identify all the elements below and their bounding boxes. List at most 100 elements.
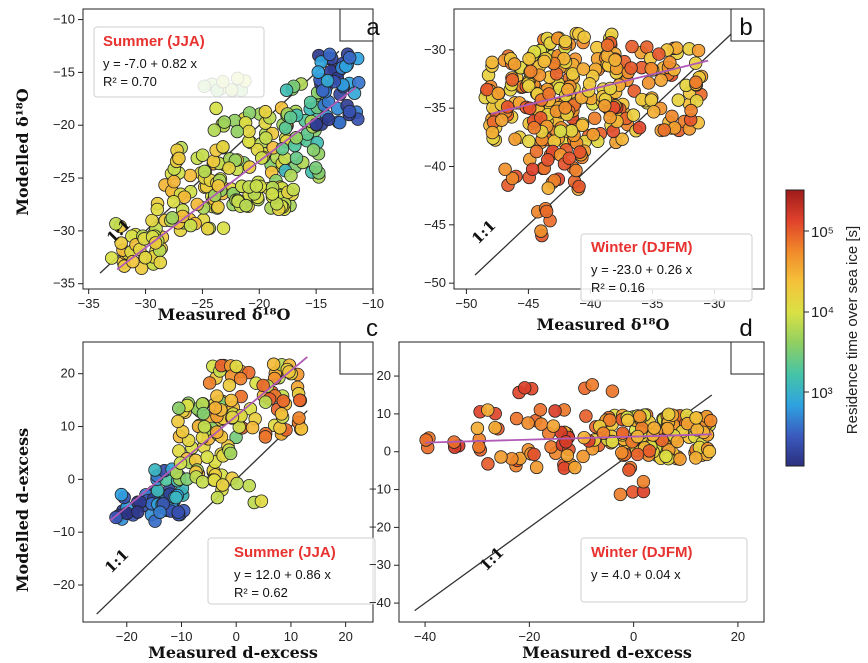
data-point [211,179,226,193]
y-tick-label: −15 [53,64,75,79]
panel-c-xlabel: Measured d-excess [148,643,318,662]
data-point [311,65,325,79]
data-point [615,445,629,460]
one-to-one-line [96,410,308,615]
data-point [573,145,587,159]
data-point [600,38,615,52]
data-point [259,131,273,145]
panel-b-xlabel: Measured δ¹⁸O [537,315,670,334]
data-point [322,47,337,62]
data-point [138,251,153,265]
data-point [670,434,685,449]
colorbar-label: Residence time over sea ice [s] [844,226,861,434]
data-point [598,99,612,113]
panel-c-legend-equation: y = 12.0 + 0.86 x [234,567,331,582]
y-tick-label: 0 [384,444,391,459]
data-point [689,411,703,425]
data-point [208,401,223,415]
data-point [485,125,500,140]
data-point [495,113,509,127]
data-point [541,153,555,167]
data-point [210,389,224,403]
data-point [306,143,321,157]
y-tick-label: 20 [61,366,75,381]
data-point [195,430,210,445]
data-point [569,163,583,178]
data-point [210,490,225,505]
y-tick-label: −25 [53,170,75,185]
data-point [230,124,244,139]
y-tick-label: −10 [53,12,75,27]
data-point [222,378,237,392]
data-point [342,51,357,65]
x-tick-label: 10 [284,629,298,644]
data-point [518,381,532,395]
x-tick-label: −25 [191,296,213,311]
data-point [150,483,165,498]
legend-box [580,537,748,603]
data-point [633,409,647,424]
data-point [172,151,186,166]
x-tick-label: −45 [517,296,539,311]
data-point [224,393,238,408]
data-point [274,407,289,421]
legend-box [207,537,376,605]
data-point [342,104,357,119]
data-point [684,103,698,118]
x-tick-label: −20 [518,629,540,644]
regression-line [490,59,709,115]
panel-a-xlabel: Measured δ¹⁸O [158,305,291,324]
data-point [541,181,555,195]
data-point [559,435,573,449]
data-point [233,371,248,386]
data-point [689,75,703,89]
x-tick-label: −40 [414,629,436,644]
y-tick-label: −20 [53,117,75,132]
data-point [608,53,622,67]
data-point [470,421,485,435]
data-point [105,251,119,265]
data-point [209,101,223,116]
panel-a-letter: a [366,14,380,41]
data-point [494,450,508,464]
panel-b: Measured δ¹⁸O 1:1 b Winter (DJFM) y = -2… [468,14,753,334]
data-point [258,430,273,444]
panel-d-legend-equation: y = 4.0 + 0.04 x [591,567,681,582]
data-point [646,105,661,119]
data-point [172,401,186,415]
data-point [505,171,520,186]
data-point [524,64,538,79]
data-point [691,43,706,58]
data-point [230,476,244,491]
x-tick-label: 0 [630,629,637,644]
data-point [114,236,128,250]
x-tick-label: −50 [455,296,477,311]
data-point [576,62,590,76]
data-point [303,95,318,110]
panel-a-legend-title: Summer (JJA) [103,33,205,50]
panel-letter-box [730,8,765,42]
data-point [148,463,162,477]
data-point [165,211,180,225]
colorbar-tick-1e4: 10⁴ [811,304,834,321]
data-point [533,403,548,417]
data-point [480,82,494,97]
data-point [256,378,270,393]
data-point [279,83,294,97]
data-point [195,148,210,162]
data-point [266,357,281,371]
data-point [321,112,336,127]
data-point [485,55,499,70]
data-point [183,218,198,233]
data-point [703,414,718,428]
data-point [539,204,554,219]
data-point [201,222,215,236]
data-point [665,109,679,124]
data-point [166,195,181,209]
data-point [596,426,611,440]
y-tick-label: −40 [369,595,391,610]
panel-b-letter: b [739,14,752,41]
data-point [537,54,552,69]
data-point [150,202,165,217]
data-point [333,115,347,130]
